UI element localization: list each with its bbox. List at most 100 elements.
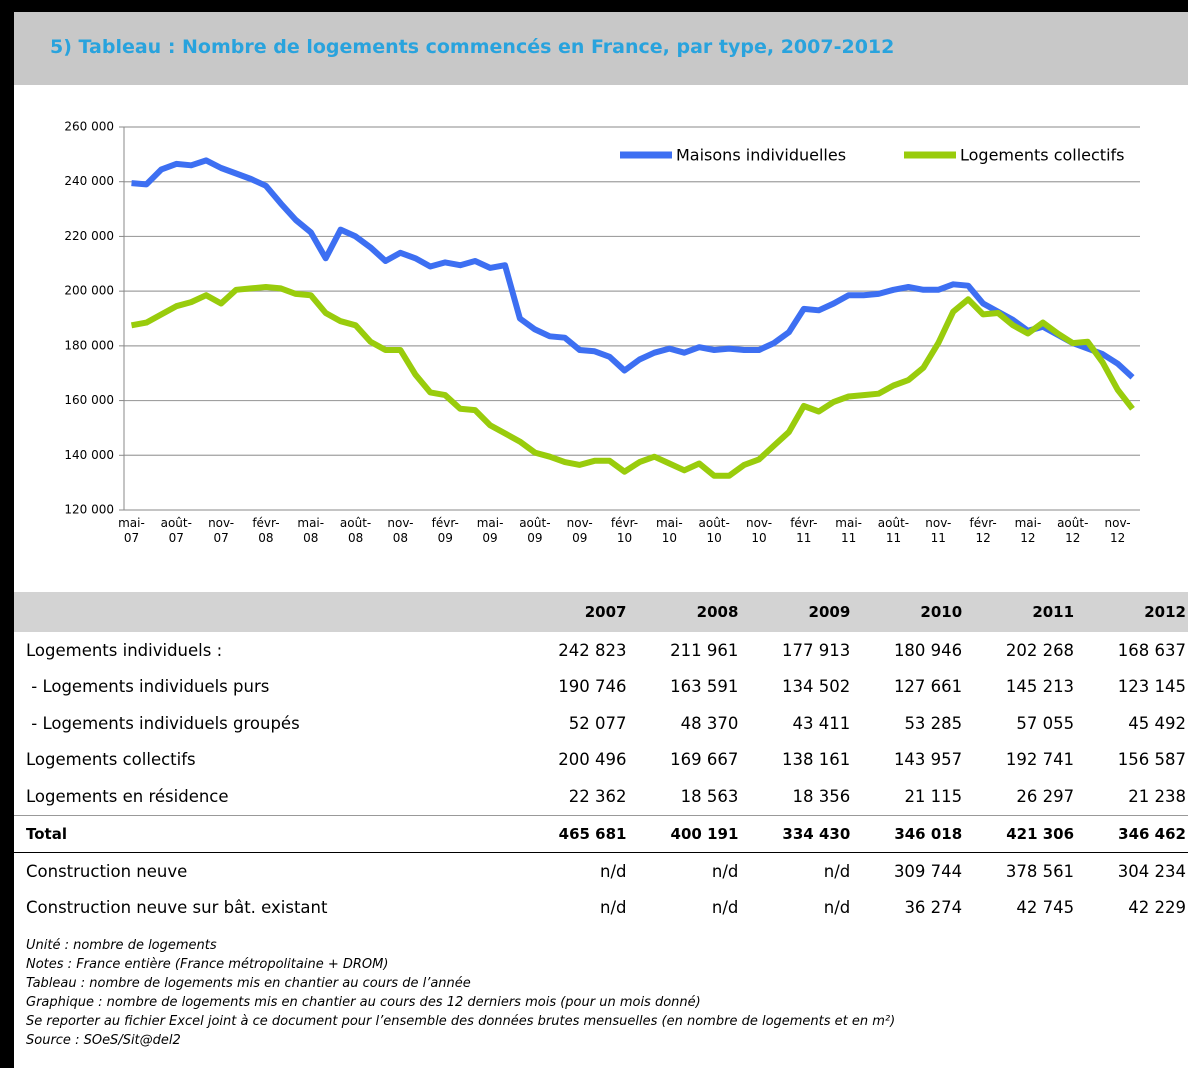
cell: 378 561 <box>1005 861 1075 881</box>
note: Source : SOeS/Sit@del2 <box>26 1033 181 1048</box>
data-table: 2007 2008 2009 2010 2011 2012 Logements indiv… <box>14 592 1188 926</box>
notes: Unité : nombre de logements Notes : Franc… <box>26 936 895 1050</box>
column-header: 2011 <box>964 592 1077 632</box>
cell: 26 297 <box>1016 786 1075 806</box>
x-tick-label: août-09 <box>519 516 551 545</box>
cell: 156 587 <box>1117 750 1186 770</box>
table-row: - Logements individuels purs 190 746 163 5… <box>14 669 1188 706</box>
cell: 36 274 <box>904 898 963 918</box>
x-tick-label: nov-09 <box>566 516 593 545</box>
cell: 202 268 <box>1005 640 1075 660</box>
note: Tableau : nombre de logements mis en cha… <box>26 976 471 991</box>
legend-label: Maisons individuelles <box>676 146 846 165</box>
x-tick-label: mai-11 <box>835 516 862 545</box>
cell: n/d <box>600 898 627 918</box>
cell: 53 285 <box>904 713 963 733</box>
cell: 169 667 <box>670 750 739 770</box>
legend-label: Logements collectifs <box>960 146 1125 165</box>
row-label: - Logements individuels groupés <box>26 713 300 733</box>
cell: 42 745 <box>1016 898 1075 918</box>
y-tick-label: 220 000 <box>64 229 114 243</box>
x-tick-label: févr-08 <box>252 516 280 545</box>
table-row: Logements collectifs 200 496 169 667 138 16… <box>14 742 1188 779</box>
cell: 145 213 <box>1005 677 1075 697</box>
table-row: - Logements individuels groupés 52 077 48 … <box>14 705 1188 742</box>
cell: n/d <box>711 861 739 881</box>
x-tick-label: mai-10 <box>655 516 683 545</box>
cell: 168 637 <box>1117 640 1186 660</box>
cell: 22 362 <box>568 786 627 806</box>
cell: 309 744 <box>893 861 963 881</box>
x-tick-label: févr-11 <box>790 516 818 545</box>
cell: 346 018 <box>852 814 965 853</box>
y-tick-label: 160 000 <box>64 393 114 407</box>
cell: n/d <box>823 898 851 918</box>
x-tick-label: nov-08 <box>387 516 414 545</box>
x-tick-label: mai-09 <box>476 516 504 545</box>
y-tick-label: 200 000 <box>64 284 114 298</box>
table-row: Total 465 681 400 191 334 430 346 018 421 306… <box>14 814 1188 853</box>
cell: 18 356 <box>792 786 851 806</box>
header: 5) Tableau : Nombre de logements commenc… <box>14 12 1188 85</box>
row-label: Total <box>14 814 517 853</box>
row-label: Construction neuve sur bât. existant <box>26 898 328 918</box>
x-tick-label: nov-10 <box>745 516 773 545</box>
x-tick-label: mai-12 <box>1014 516 1042 545</box>
x-tick-label: août-10 <box>698 516 730 545</box>
column-header: 2009 <box>740 592 853 632</box>
note: Unité : nombre de logements <box>26 938 217 953</box>
x-tick-label: févr-09 <box>431 516 459 545</box>
x-tick-label: nov-12 <box>1104 516 1131 545</box>
row-label: - Logements individuels purs <box>26 677 270 697</box>
x-tick-label: nov-07 <box>208 516 235 545</box>
cell: 465 681 <box>516 814 629 853</box>
table-row: Construction neuve n/d n/d n/d 309 744 378 56… <box>14 853 1188 890</box>
cell: 163 591 <box>670 677 739 697</box>
cell: 211 961 <box>670 640 739 660</box>
cell: 177 913 <box>782 640 851 660</box>
title: 5) Tableau : Nombre de logements commenc… <box>50 36 895 58</box>
table-header: 2007 2008 2009 2010 2011 2012 <box>14 592 1188 632</box>
x-tick-label: août-07 <box>160 516 192 545</box>
cell: 52 077 <box>568 713 627 733</box>
cell: 180 946 <box>893 640 963 660</box>
chart-svg: 120 000 140 000 160 000 180 000 200 000 220 0… <box>64 120 1140 517</box>
note: Notes : France entière (France métropoli… <box>26 957 389 972</box>
column-header: 2008 <box>628 592 741 632</box>
cell: n/d <box>823 861 851 881</box>
line-series <box>131 157 1135 380</box>
x-tick-label: mai-08 <box>297 516 325 545</box>
cell: 21 115 <box>904 786 963 806</box>
cell: 421 306 <box>964 814 1077 853</box>
cell: 334 430 <box>740 814 853 853</box>
cell: 134 502 <box>782 677 851 697</box>
header-cell <box>14 592 517 632</box>
row-label: Logements collectifs <box>26 750 196 770</box>
y-tick-label: 140 000 <box>64 448 114 462</box>
cell: 42 229 <box>1128 898 1186 918</box>
y-tick-label: 260 000 <box>64 120 114 134</box>
cell: 190 746 <box>558 677 627 697</box>
row-label: Construction neuve <box>26 861 188 881</box>
row-label: Logements individuels : <box>26 640 223 660</box>
cell: 400 191 <box>628 814 741 853</box>
line-series <box>130 284 1135 479</box>
note: Se reporter au fichier Excel joint à ce … <box>26 1014 896 1029</box>
note: Graphique : nombre de logements mis en c… <box>26 995 701 1010</box>
cell: 242 823 <box>558 640 627 660</box>
cell: 21 238 <box>1128 786 1186 806</box>
cell: 57 055 <box>1016 713 1075 733</box>
cell: 200 496 <box>558 750 627 770</box>
cell: 18 563 <box>680 786 739 806</box>
cell: 48 370 <box>680 713 739 733</box>
y-tick-label: 120 000 <box>64 503 114 517</box>
x-tick-label: août-12 <box>1057 516 1089 545</box>
cell: 127 661 <box>893 677 963 697</box>
cell: 138 161 <box>782 750 851 770</box>
chart: 120 000 140 000 160 000 180 000 200 000 220 0… <box>14 85 1188 585</box>
x-tick-label: août-11 <box>877 516 910 545</box>
column-header: 2010 <box>852 592 965 632</box>
y-tick-label: 180 000 <box>64 338 114 352</box>
x-tick-label: août-08 <box>339 516 372 545</box>
